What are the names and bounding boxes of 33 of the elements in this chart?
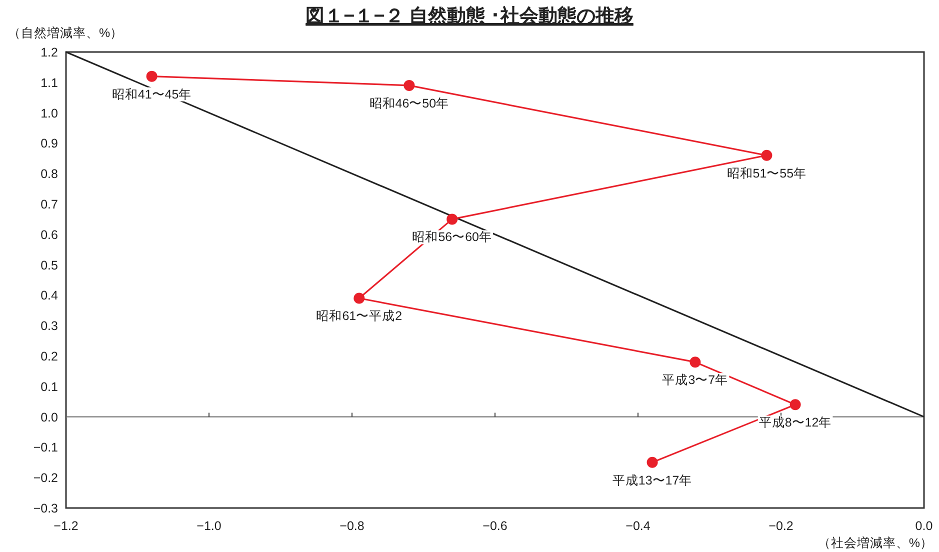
ytick: 0.7 (40, 198, 58, 212)
ytick: 1.1 (40, 76, 58, 90)
xtick: −0.8 (340, 519, 364, 533)
annotation: 昭和41〜45年 (112, 87, 192, 102)
ytick: 1.0 (40, 106, 58, 120)
xtick: −0.2 (768, 519, 794, 533)
ytick: 0.4 (40, 288, 58, 303)
ytick: −0.1 (33, 440, 58, 455)
ytick: 0.6 (40, 228, 58, 242)
ytick: 0.9 (40, 136, 58, 151)
annotation: 昭和56〜60年 (412, 230, 492, 244)
annotation: 昭和51〜55年 (726, 166, 807, 180)
xtick: −0.6 (482, 519, 508, 533)
ytick: −0.3 (33, 502, 58, 516)
xtick: −1.2 (54, 519, 78, 533)
ytick: 0.8 (40, 167, 58, 182)
annotation: 平成8〜12年 (758, 416, 832, 430)
ytick: 0.3 (40, 319, 58, 334)
annotation: 平成13〜17年 (612, 473, 692, 488)
annotation: 平成3〜7年 (662, 373, 728, 388)
ytick: 0.2 (40, 350, 58, 364)
ytick: 0.5 (40, 258, 58, 272)
annotation: 昭和46〜50年 (369, 96, 450, 110)
xtick: 0.0 (915, 519, 933, 533)
ytick: 0.1 (40, 380, 58, 394)
ytick: 1.2 (40, 46, 58, 60)
xtick: −1.0 (196, 519, 222, 533)
ylabel: （自然増減率、%） (8, 26, 124, 40)
ytick: 0.0 (40, 410, 58, 424)
xlabel: （社会増減率、%） (818, 536, 933, 550)
xtick: −0.4 (626, 519, 650, 533)
annotation: 昭和61〜平成2 (316, 309, 402, 324)
ytick: −0.2 (33, 471, 58, 486)
